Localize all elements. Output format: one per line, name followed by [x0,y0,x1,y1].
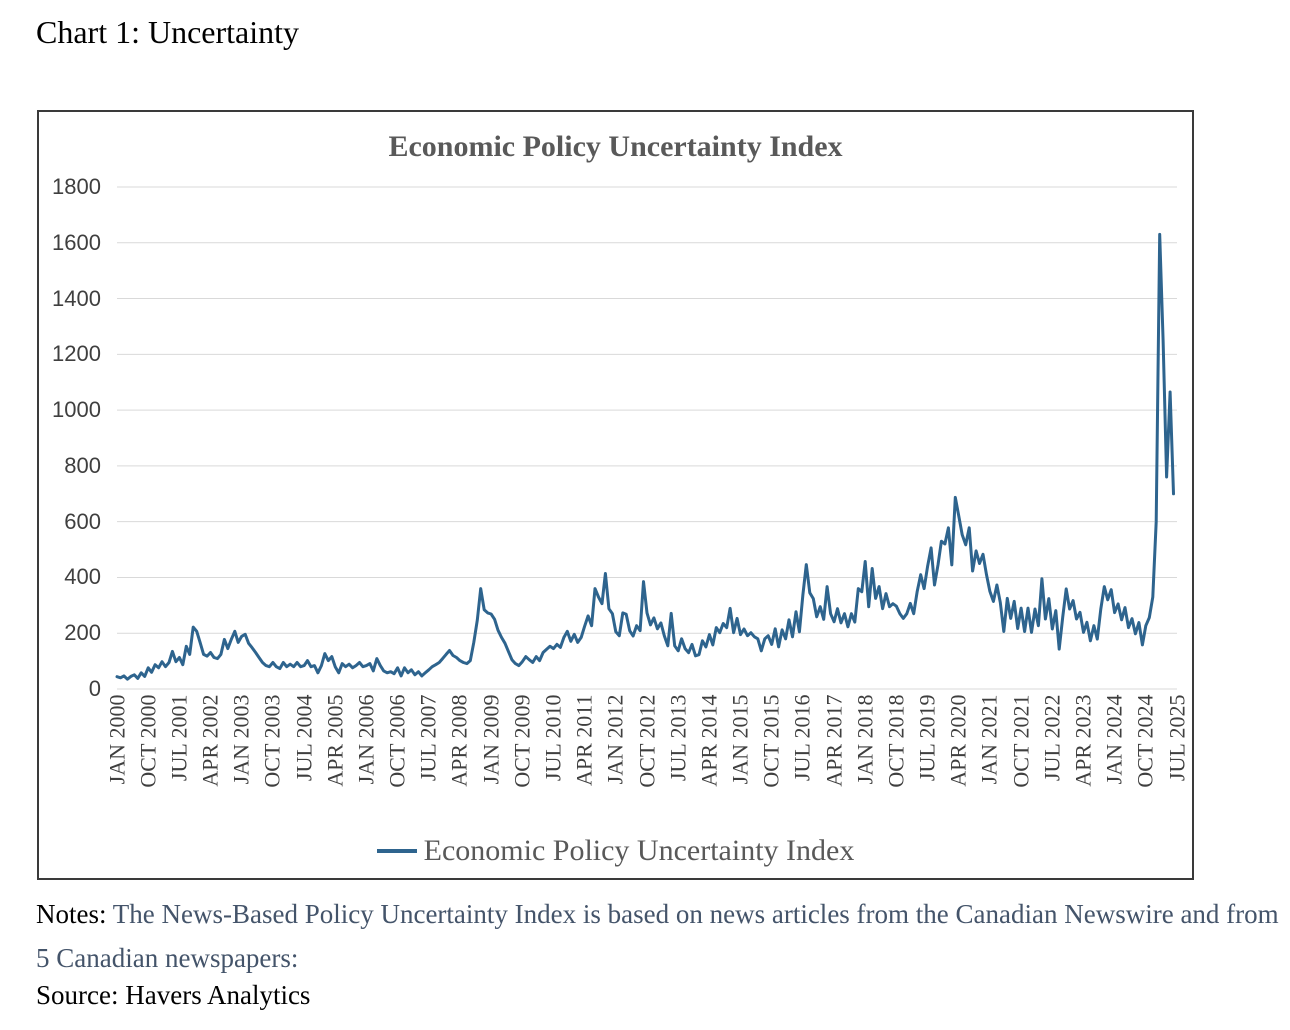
y-tick-label: 1000 [52,397,101,423]
chart-legend: Economic Policy Uncertainty Index [39,834,1192,868]
x-tick-label: APR 2017 [821,694,847,787]
x-tick-label: APR 2008 [446,694,472,787]
x-tick-label: OCT 2006 [384,694,410,788]
x-tick-label: JAN 2000 [104,694,129,785]
y-tick-label: 200 [64,620,101,646]
y-tick-label: 0 [88,676,101,701]
x-tick-label: JAN 2021 [976,694,1002,785]
x-tick-label: JUL 2025 [1164,694,1189,782]
x-tick-label: OCT 2024 [1132,694,1158,788]
x-tick-label: JAN 2024 [1101,694,1127,785]
x-tick-label: JUL 2013 [665,694,691,782]
plot-svg [115,186,1177,690]
legend-label: Economic Policy Uncertainty Index [423,834,855,867]
chart-title: Economic Policy Uncertainty Index [388,130,843,163]
epu-series-line [115,232,1175,681]
source-value: Havers Analytics [118,980,311,1010]
legend-line-swatch [376,849,417,853]
x-tick-label: APR 2002 [197,694,223,787]
x-tick-label: OCT 2003 [259,694,285,788]
x-tick-label: OCT 2018 [883,694,909,788]
chart-frame: Economic Policy Uncertainty Index Econom… [37,110,1194,880]
x-tick-label: JUL 2019 [914,694,940,782]
x-tick-label: JUL 2007 [415,694,441,782]
source-line: Source: Havers Analytics [36,980,310,1011]
x-tick-label: APR 2014 [696,694,722,787]
y-tick-label: 1400 [52,285,101,311]
x-tick-label: JAN 2012 [602,694,628,785]
source-label: Source: [36,980,119,1010]
x-tick-label: APR 2023 [1070,694,1096,787]
x-tick-label: APR 2005 [322,694,348,787]
y-tick-label: 1800 [52,174,101,199]
x-tick-label: JAN 2018 [852,694,878,785]
x-tick-label: APR 2020 [945,694,971,787]
y-tick-label: 600 [64,508,101,534]
x-tick-label: OCT 2000 [135,694,161,788]
x-tick-label: OCT 2021 [1008,694,1034,788]
x-tick-label: JUL 2010 [540,694,566,782]
x-tick-label: OCT 2012 [634,694,659,788]
x-tick-label: OCT 2015 [758,694,784,788]
page-title: Chart 1: Uncertainty [36,14,300,50]
notes-label: Notes: [36,899,107,929]
x-tick-label: JAN 2015 [727,694,753,785]
x-tick-label: JAN 2006 [353,694,379,785]
y-tick-label: 800 [64,452,101,478]
x-tick-label: JUL 2004 [291,694,317,782]
x-tick-label: APR 2011 [571,694,597,786]
y-tick-label: 1600 [52,229,101,255]
y-tick-label: 400 [64,564,101,590]
x-tick-label: JUL 2016 [789,694,815,782]
x-tick-label: JAN 2009 [478,694,504,785]
y-tick-label: 1200 [52,341,101,367]
notes-body: The News-Based Policy Uncertainty Index … [36,899,1279,973]
x-tick-label: JUL 2022 [1039,694,1065,782]
x-tick-label: OCT 2009 [509,694,535,788]
chart-notes: Notes: The News-Based Policy Uncertainty… [36,893,1290,980]
x-tick-label: JAN 2003 [228,694,254,785]
x-tick-label: JUL 2001 [166,694,192,782]
